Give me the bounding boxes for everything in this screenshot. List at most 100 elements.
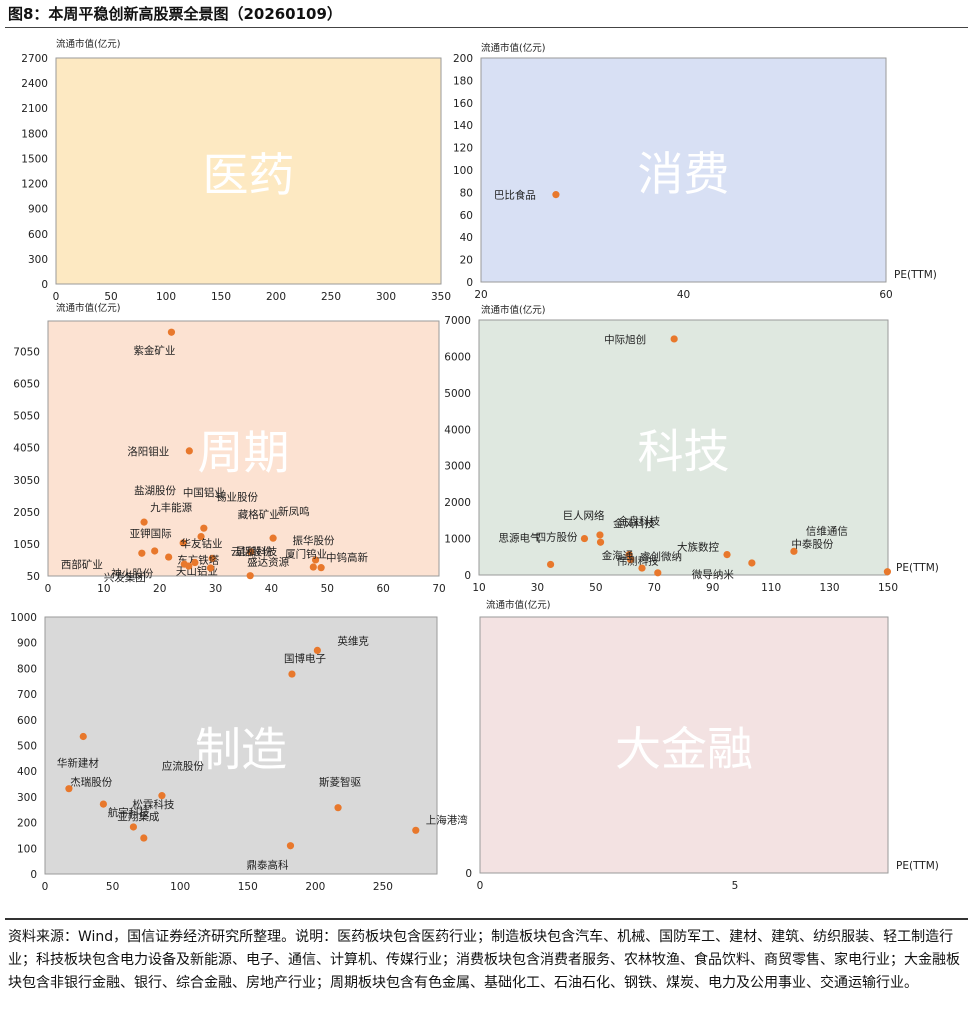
y-tick-label: 1000	[10, 612, 37, 624]
x-tick-label: 200	[305, 881, 325, 893]
y-tick-label: 700	[17, 689, 37, 701]
y-tick-label: 2100	[21, 103, 48, 115]
data-point	[670, 335, 678, 343]
y-tick-label: 1500	[21, 153, 48, 165]
point-label: 西部矿业	[61, 558, 103, 571]
x-tick-label: 70	[432, 583, 445, 595]
x-tick-label: 60	[376, 583, 389, 595]
x-tick-label: 20	[153, 583, 166, 595]
y-tick-label: 80	[460, 187, 473, 199]
plot-area	[55, 57, 442, 285]
point-label: 盛达资源	[247, 556, 289, 569]
x-tick-label: 5	[732, 880, 739, 892]
y-tick-label: 1200	[21, 179, 48, 191]
y-tick-label: 200	[453, 53, 473, 65]
y-axis-label: 流通市值(亿元)	[56, 38, 120, 50]
data-point	[185, 447, 193, 455]
point-label: 紫金矿业	[133, 344, 175, 357]
y-tick-label: 6050	[13, 379, 40, 391]
point-label: 洛阳钼业	[127, 445, 169, 458]
x-tick-label: 70	[648, 582, 661, 594]
point-label: 锡业股份	[216, 491, 258, 504]
point-label: 九丰能源	[150, 501, 192, 514]
data-point	[334, 804, 342, 812]
y-tick-label: 100	[17, 843, 37, 855]
x-axis-label: PE(TTM)	[896, 562, 939, 574]
x-tick-label: 200	[266, 291, 286, 303]
data-point	[309, 563, 317, 571]
point-label: 睿创微纳	[640, 550, 682, 563]
y-tick-label: 200	[17, 818, 37, 830]
data-point	[723, 551, 731, 559]
point-label: 中国铝业	[183, 486, 225, 499]
chart-panel-0: 医药 流通市值(亿元) 0 50 100 150 200 250 300 350 0 300 600 90…	[21, 38, 451, 303]
point-label: 大族数控	[677, 541, 719, 554]
data-point	[167, 328, 176, 336]
y-tick-label: 0	[464, 570, 471, 582]
point-label: 盐湖股份	[134, 484, 176, 497]
y-tick-label: 0	[41, 279, 48, 291]
chart-panel-3: 科技 流通市值(亿元) PE(TTM) 10 30 50 70 90 110 130 150 0 100…	[444, 304, 939, 594]
data-point	[311, 556, 320, 564]
figure-title: 图8：本周平稳创新高股票全景图（20260109）	[8, 5, 342, 23]
x-tick-label: 90	[706, 582, 719, 594]
chart-title: 消费	[638, 147, 730, 201]
y-tick-label: 40	[460, 232, 473, 244]
point-label: 斯菱智驱	[319, 776, 361, 789]
data-point	[140, 518, 148, 526]
point-label: 上海港湾	[426, 813, 468, 826]
x-tick-label: 20	[474, 289, 487, 301]
data-point	[158, 792, 166, 800]
y-tick-label: 5050	[13, 411, 40, 423]
y-tick-label: 3000	[444, 461, 471, 473]
point-label: 星和科技	[235, 545, 277, 558]
data-point	[552, 191, 560, 199]
data-point	[165, 553, 173, 561]
point-label: 四方股份	[536, 530, 578, 543]
note-divider	[5, 918, 968, 920]
y-tick-label: 900	[28, 204, 48, 216]
data-point	[79, 732, 87, 741]
x-tick-label: 100	[170, 881, 190, 893]
data-point	[269, 534, 277, 542]
chart-panel-4: 制造 0 50 100 150 200 250 0 100 200 300 400 500 600 700 8…	[10, 612, 468, 893]
x-tick-label: 10	[472, 582, 485, 594]
y-tick-label: 4050	[13, 443, 40, 455]
y-axis-label: 流通市值(亿元)	[56, 302, 120, 314]
x-axis-label: PE(TTM)	[894, 269, 937, 281]
chart-panel-5: 大金融 流通市值(亿元) PE(TTM) 0 5 0	[465, 599, 939, 892]
point-label: 新凤鸣	[278, 505, 310, 518]
x-tick-label: 150	[878, 582, 898, 594]
data-point	[313, 646, 321, 655]
y-tick-label: 4000	[444, 424, 471, 436]
y-tick-label: 6000	[444, 351, 471, 363]
point-label: 金盘科技	[618, 515, 660, 528]
point-label: 中钨高新	[326, 551, 368, 564]
y-tick-label: 2700	[21, 53, 48, 65]
point-label: 华新建材	[57, 757, 99, 770]
data-point	[748, 559, 756, 567]
x-tick-label: 50	[104, 291, 117, 303]
x-tick-label: 0	[53, 291, 60, 303]
point-label: 中泰股份	[791, 538, 833, 551]
x-tick-label: 10	[97, 583, 110, 595]
point-label: 国博电子	[284, 652, 326, 665]
y-tick-label: 2400	[21, 78, 48, 90]
chart-title: 医药	[203, 148, 295, 202]
chart-title: 周期	[198, 426, 290, 480]
data-point	[191, 558, 199, 567]
data-point	[638, 564, 646, 572]
y-tick-label: 120	[453, 143, 473, 155]
y-tick-label: 3050	[13, 475, 40, 487]
chart-title: 科技	[638, 425, 730, 479]
point-label: 伟测科技	[617, 555, 659, 568]
plot-area	[44, 616, 438, 875]
x-tick-label: 250	[373, 881, 393, 893]
chart-title: 大金融	[615, 722, 753, 776]
point-label: 松霖科技	[132, 798, 174, 811]
x-tick-label: 150	[238, 881, 258, 893]
point-label: 金风科技	[613, 517, 655, 530]
x-tick-label: 50	[321, 583, 334, 595]
